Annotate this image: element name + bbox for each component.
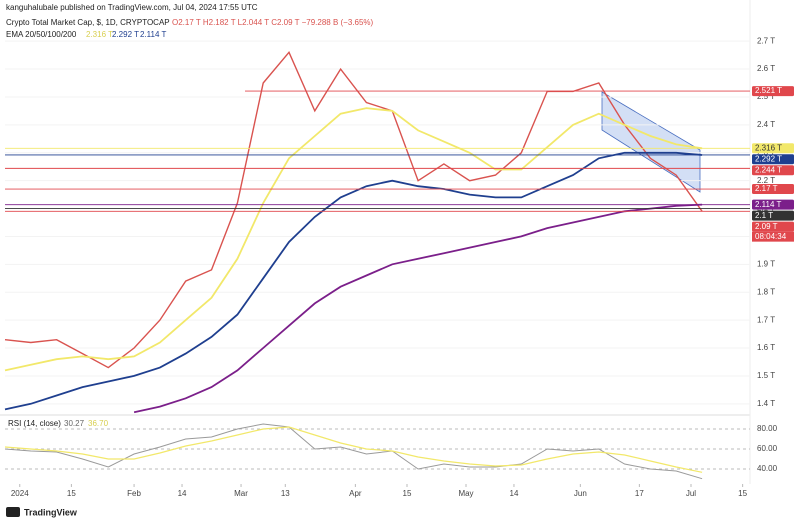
y-tick-label: 60.00 [757,444,778,453]
x-tick-label: Jun [574,489,587,498]
footer-logo [6,507,20,517]
y-tick-label: 2.2 T [757,176,775,185]
ohlc-legend: O2.17 T H2.182 T L2.044 T C2.09 T −79.28… [172,18,374,27]
y-tick-label: 80.00 [757,424,778,433]
ema-value: 2.316 T [86,30,113,39]
price-tag [752,154,794,165]
x-tick-label: Mar [234,489,248,498]
rsi-ma-value: 36.70 [88,419,109,428]
y-tick-label: 1.6 T [757,343,775,352]
x-tick-label: 14 [178,489,187,498]
rsi-line [4,423,703,480]
ema-legend: EMA 20/50/100/200 [6,30,77,39]
x-tick-label: 15 [403,489,412,498]
price-tag [752,184,794,195]
x-tick-label: 14 [510,489,519,498]
price-tag-label: 2.09 T [755,222,778,231]
rsi-value: 30.27 [64,419,85,428]
price-tag-label: 2.292 T [755,154,782,163]
y-tick-label: 2.6 T [757,64,775,73]
x-tick-label: 17 [635,489,644,498]
price-tag [752,199,794,210]
descending-channel [601,91,701,193]
y-tick-label: 1.9 T [757,259,775,268]
price-tag-label: 2.521 T [755,86,782,95]
x-tick-label: May [458,489,473,498]
footer-brand: TradingView [24,507,78,517]
x-tick-label: Apr [349,489,362,498]
y-tick-label: 1.7 T [757,315,775,324]
y-tick-label: 2.5 T [757,92,775,101]
price-tag [752,165,794,176]
x-tick-label: 2024 [11,489,29,498]
price-tag [752,86,794,97]
y-tick-label: 1.8 T [757,287,775,296]
price-tag-label: 2.244 T [755,165,782,174]
price-tag [752,143,794,154]
y-tick-label: 1.5 T [757,371,775,380]
x-tick-label: 15 [67,489,76,498]
price-tag-label: 2.114 T [755,200,782,209]
rsi-line [4,426,703,473]
y-tick-label: 2.4 T [757,120,775,129]
x-tick-label: 15 [738,489,747,498]
ema-value: 2.114 T [140,30,167,39]
x-tick-label: Jul [686,489,696,498]
chart-title: Crypto Total Market Cap, $, 1D, CRYPTOCA… [6,18,170,27]
published-note: kanguhalubale published on TradingView.c… [6,3,258,12]
price-tag-label: 2.17 T [755,184,778,193]
y-tick-label: 40.00 [757,464,778,473]
countdown-label: 08:04:34 [755,232,787,241]
price-line [133,203,703,414]
rsi-title: RSI (14, close) [8,419,61,428]
x-tick-label: 13 [281,489,290,498]
price-tag-label: 2.316 T [755,143,782,152]
ema-value: 2.292 T [112,30,139,39]
countdown-tag [752,231,794,242]
price-line [4,107,703,372]
y-tick-label: 2.7 T [757,36,775,45]
price-tag [752,210,794,221]
price-line [4,151,703,411]
y-tick-label: 1.4 T [757,399,775,408]
x-tick-label: Feb [127,489,141,498]
price-tag [752,221,794,232]
price-tag-label: 2.1 T [755,211,773,220]
